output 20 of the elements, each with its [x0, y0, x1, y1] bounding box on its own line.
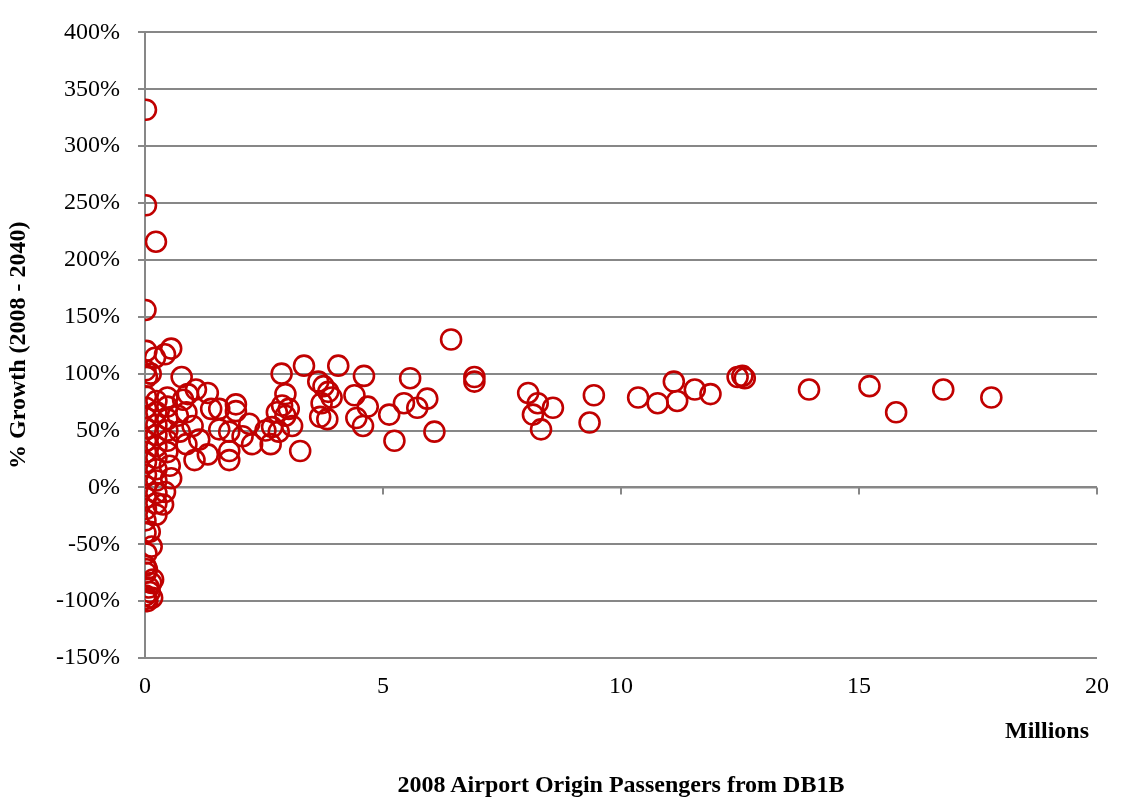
y-tick-label: 200%: [64, 245, 120, 272]
x-axis-title: 2008 Airport Origin Passengers from DB1B: [397, 770, 845, 797]
y-tick-label: 300%: [64, 131, 120, 158]
x-tick-label: 5: [377, 671, 389, 698]
y-axis-title: % Growth (2008 - 2040): [3, 221, 30, 469]
x-tick-label: 0: [139, 671, 151, 698]
y-tick-label: 0%: [88, 472, 120, 499]
y-tick-label: 350%: [64, 74, 120, 101]
y-tick-label: -50%: [68, 529, 121, 556]
x-tick-label: 10: [609, 671, 633, 698]
y-tick-label: -100%: [56, 586, 121, 613]
x-tick-label: 15: [847, 671, 871, 698]
y-tick-label: 400%: [64, 17, 120, 44]
y-tick-label: 250%: [64, 188, 120, 215]
text: Millions: [1004, 717, 1089, 744]
y-tick-label: 100%: [64, 358, 120, 385]
x-tick-label: 20: [1085, 671, 1109, 698]
y-tick-label: -150%: [56, 643, 121, 670]
y-tick-label: 150%: [64, 302, 120, 329]
y-tick-label: 50%: [76, 415, 120, 442]
